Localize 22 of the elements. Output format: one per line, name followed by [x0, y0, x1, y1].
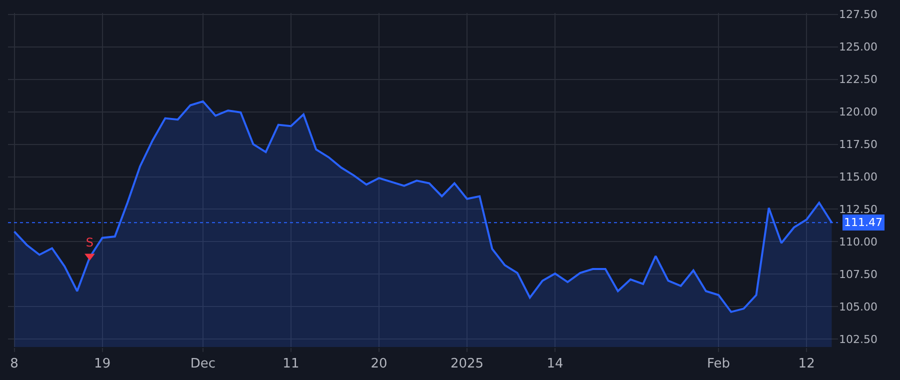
series-label: S — [86, 235, 94, 250]
x-tick-label: Dec — [190, 356, 216, 372]
y-tick-label: 120.00 — [839, 106, 878, 119]
y-tick-label: 127.50 — [839, 8, 878, 22]
y-tick-label: 125.00 — [839, 40, 878, 54]
y-tick-label: 102.50 — [839, 333, 878, 346]
y-tick-label: 110.00 — [839, 236, 878, 249]
y-tick-label: 107.50 — [839, 268, 878, 282]
x-tick-label: 20 — [370, 356, 388, 372]
x-tick-label: 19 — [94, 356, 111, 372]
x-tick-label: 2025 — [450, 356, 484, 372]
x-tick-label: 8 — [10, 356, 18, 372]
y-tick-label: 105.00 — [839, 300, 878, 314]
y-tick-label: 122.50 — [839, 73, 878, 86]
ref-line-label: 111.47 — [844, 216, 882, 229]
y-tick-label: 117.50 — [839, 138, 878, 152]
x-tick-label: Feb — [707, 356, 730, 372]
y-tick-label: 115.00 — [839, 170, 878, 184]
x-tick-label: 14 — [546, 356, 564, 372]
x-tick-label: 11 — [282, 356, 300, 372]
x-tick-label: 12 — [798, 356, 815, 372]
y-tick-label: 112.50 — [839, 203, 878, 216]
